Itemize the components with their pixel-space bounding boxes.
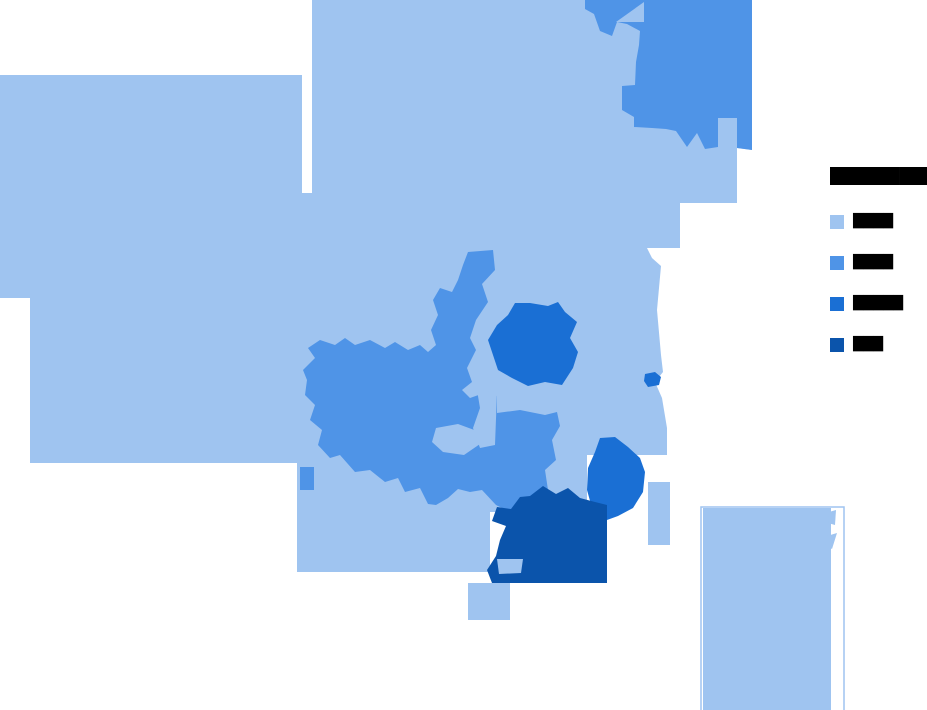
legend-title: █████████	[830, 167, 927, 185]
legend-swatch-level3[interactable]	[830, 296, 844, 311]
inset-sea-fill[interactable]	[703, 508, 831, 710]
legend-swatch-level1[interactable]	[830, 214, 844, 229]
region-south-darkest-blob[interactable]	[487, 486, 607, 583]
legend-label-level3[interactable]: █████	[853, 295, 903, 311]
central-light-pocket-b	[473, 390, 497, 448]
inset-island-mark-2	[825, 533, 837, 549]
northeast-light-notch	[616, 2, 644, 22]
region-island-square[interactable]	[468, 583, 510, 620]
region-northeast-blob[interactable]	[585, 0, 752, 150]
region-coast-dot[interactable]	[644, 372, 661, 387]
central-light-pocket-a	[432, 424, 480, 455]
region-center-dark-blob[interactable]	[488, 302, 578, 386]
legend-item-1[interactable]: ████	[830, 214, 927, 229]
inset-island-mark-1	[828, 510, 836, 525]
region-coast-rect[interactable]	[648, 482, 670, 545]
legend-item-3[interactable]: █████	[830, 296, 927, 311]
south-light-notch	[497, 559, 523, 574]
map-legend: █████████ ████ ████ █████ ███	[830, 167, 927, 378]
region-small-medium-rect[interactable]	[300, 467, 314, 490]
legend-item-4[interactable]: ███	[830, 337, 927, 352]
legend-swatch-level4[interactable]	[830, 337, 844, 352]
legend-swatch-level2[interactable]	[830, 255, 844, 270]
region-central-south-blob[interactable]	[303, 250, 560, 512]
legend-label-level4[interactable]: ███	[853, 336, 883, 352]
inset-box-border	[700, 506, 845, 710]
legend-label-level1[interactable]: ████	[853, 213, 893, 229]
legend-items: ████ ████ █████ ███	[830, 214, 927, 352]
legend-label-level2[interactable]: ████	[853, 254, 893, 270]
legend-item-2[interactable]: ████	[830, 255, 927, 270]
region-west-block[interactable]	[0, 75, 312, 463]
